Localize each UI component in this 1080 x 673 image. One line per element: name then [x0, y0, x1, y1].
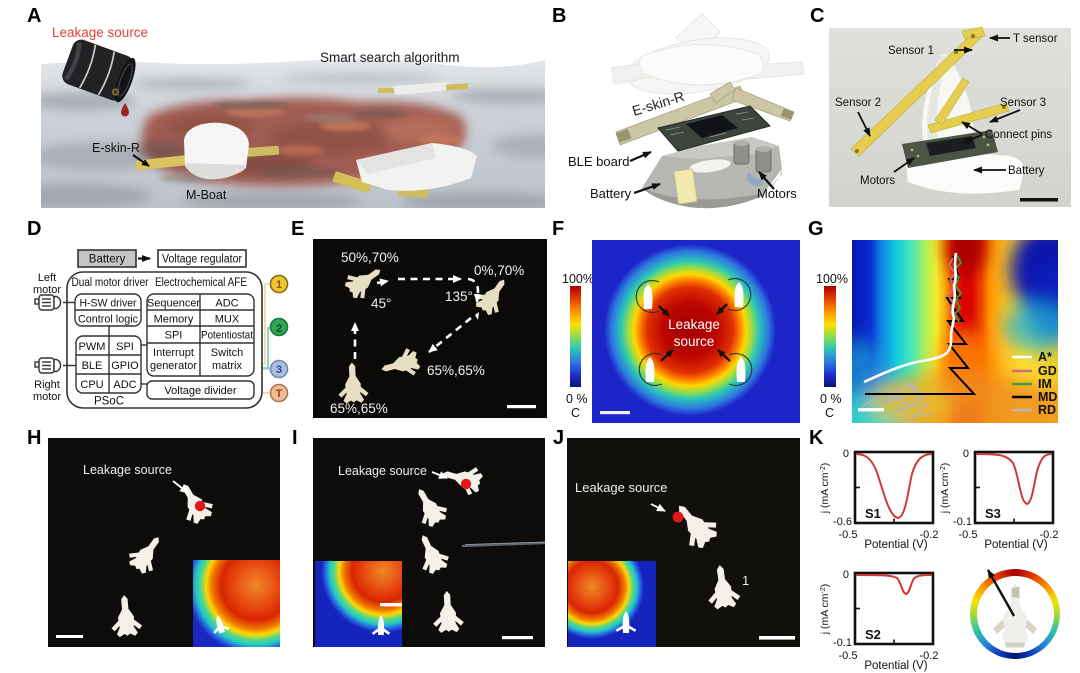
svg-text:PWM: PWM [79, 341, 106, 353]
svg-text:MUX: MUX [215, 314, 240, 326]
svg-text:S1: S1 [865, 506, 881, 521]
svg-text:Switch: Switch [211, 347, 243, 359]
svg-text:0%,70%: 0%,70% [474, 263, 524, 278]
svg-text:2: 2 [276, 323, 282, 335]
svg-text:0 %: 0 % [566, 392, 588, 406]
svg-text:RD: RD [1038, 403, 1056, 417]
svg-text:-0.5: -0.5 [959, 529, 978, 541]
svg-text:0: 0 [963, 448, 969, 460]
svg-text:T: T [276, 388, 283, 400]
svg-text:CPU: CPU [80, 379, 103, 391]
svg-text:matrix: matrix [212, 360, 242, 372]
svg-text:Potential (V): Potential (V) [984, 539, 1047, 551]
svg-text:GD: GD [1038, 364, 1057, 378]
svg-text:Voltage regulator: Voltage regulator [162, 254, 242, 266]
svg-text:ADC: ADC [215, 298, 238, 310]
svg-text:0 %: 0 % [820, 392, 842, 406]
svg-text:Dual motor driver: Dual motor driver [72, 277, 149, 289]
svg-text:Motors: Motors [757, 186, 797, 201]
svg-text:Leakage: Leakage [668, 317, 720, 332]
svg-text:100%: 100% [562, 272, 594, 286]
svg-text:GPIO: GPIO [111, 360, 139, 372]
svg-text:Sensor 3: Sensor 3 [1000, 97, 1046, 109]
svg-text:Smart search algorithm: Smart search algorithm [320, 50, 460, 65]
svg-text:SPI: SPI [165, 330, 183, 342]
svg-text:Left: Left [38, 272, 56, 284]
svg-text:source: source [674, 334, 715, 349]
svg-text:Motors: Motors [860, 175, 895, 187]
svg-text:T sensor: T sensor [1013, 33, 1058, 45]
svg-text:Potential (V): Potential (V) [864, 660, 927, 672]
svg-text:SPI: SPI [116, 341, 134, 353]
svg-text:Interrupt: Interrupt [153, 347, 194, 359]
svg-text:M-Boat: M-Boat [186, 188, 227, 202]
svg-text:-0.1: -0.1 [833, 637, 852, 649]
svg-text:Electrochemical AFE: Electrochemical AFE [155, 277, 247, 289]
svg-text:Leakage source: Leakage source [575, 480, 668, 495]
svg-text:Memory: Memory [154, 314, 194, 326]
svg-text:-0.2: -0.2 [920, 529, 939, 541]
svg-text:C: C [825, 406, 834, 420]
svg-text:Leakage source: Leakage source [83, 463, 172, 477]
svg-text:0: 0 [843, 569, 849, 581]
svg-text:45°: 45° [371, 296, 391, 311]
svg-text:C: C [571, 406, 580, 420]
svg-text:MD: MD [1038, 390, 1057, 404]
svg-text:-0.2: -0.2 [1040, 529, 1059, 541]
svg-text:-0.5: -0.5 [839, 529, 858, 541]
svg-text:65%,65%: 65%,65% [427, 363, 485, 378]
svg-text:0: 0 [843, 448, 849, 460]
svg-text:generator: generator [150, 360, 197, 372]
svg-text:Potential (V): Potential (V) [864, 539, 927, 551]
svg-text:Leakage source: Leakage source [52, 25, 148, 40]
svg-text:Right: Right [34, 379, 60, 391]
svg-text:motor: motor [33, 391, 61, 403]
svg-text:-0.1: -0.1 [953, 516, 972, 528]
svg-text:Potentiostat: Potentiostat [201, 330, 253, 342]
svg-text:S2: S2 [865, 627, 881, 642]
svg-text:50%,70%: 50%,70% [341, 250, 399, 265]
svg-text:Voltage divider: Voltage divider [164, 385, 236, 397]
svg-text:BLE: BLE [82, 360, 103, 372]
svg-text:Battery: Battery [1008, 165, 1045, 177]
svg-text:-0.2: -0.2 [920, 650, 939, 662]
svg-text:65%,65%: 65%,65% [330, 401, 388, 416]
svg-text:IM: IM [1038, 377, 1052, 391]
svg-text:Sensor 2: Sensor 2 [835, 97, 881, 109]
svg-text:1: 1 [742, 573, 749, 588]
svg-text:3: 3 [276, 364, 282, 376]
svg-text:Sensor 1: Sensor 1 [888, 45, 934, 57]
svg-text:S3: S3 [985, 506, 1001, 521]
svg-text:100%: 100% [816, 272, 848, 286]
svg-text:j (mA cm-2): j (mA cm-2) [939, 463, 951, 515]
svg-text:j (mA cm-2): j (mA cm-2) [819, 463, 831, 515]
svg-text:-0.5: -0.5 [839, 650, 858, 662]
svg-text:Leakage source: Leakage source [338, 464, 427, 478]
svg-text:PSoC: PSoC [94, 396, 124, 408]
svg-text:BLE board: BLE board [568, 154, 629, 169]
svg-text:Connect pins: Connect pins [985, 129, 1052, 141]
svg-text:-0.6: -0.6 [833, 516, 852, 528]
svg-text:motor: motor [33, 284, 61, 296]
svg-text:Control logic: Control logic [78, 314, 138, 326]
svg-text:Sequencer: Sequencer [147, 298, 201, 310]
svg-text:A*: A* [1038, 350, 1052, 364]
svg-text:135°: 135° [445, 289, 473, 304]
svg-text:j (mA cm-2): j (mA cm-2) [819, 584, 831, 636]
svg-text:Battery: Battery [590, 186, 632, 201]
svg-text:ADC: ADC [113, 379, 136, 391]
svg-text:H-SW driver: H-SW driver [80, 298, 137, 310]
svg-text:E-skin-R: E-skin-R [92, 141, 140, 155]
svg-text:Battery: Battery [89, 254, 126, 266]
svg-text:1: 1 [276, 279, 282, 291]
